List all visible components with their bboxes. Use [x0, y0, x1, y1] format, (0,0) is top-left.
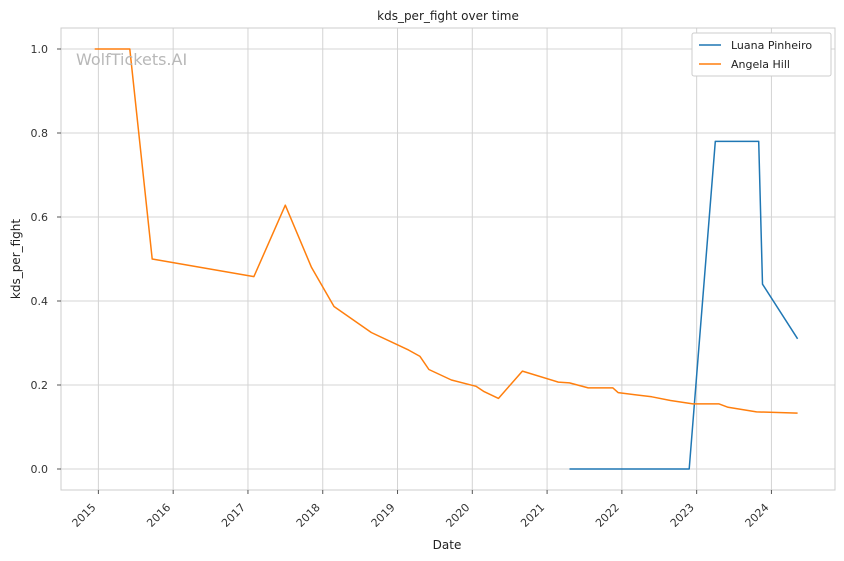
x-axis-label: Date	[433, 538, 462, 552]
legend-box	[691, 32, 832, 77]
legend: Luana Pinheiro Angela Hill	[691, 32, 832, 77]
series-layer	[94, 48, 799, 470]
y-tick-label: 0.2	[31, 379, 49, 392]
y-tick-label: 0.4	[31, 295, 49, 308]
chart-title: kds_per_fight over time	[377, 9, 519, 23]
y-axis-ticks: 0.0 0.2 0.4 0.6 0.8 1.0	[31, 43, 61, 476]
plot-frame	[60, 27, 836, 491]
y-tick-label: 0.0	[31, 463, 49, 476]
series-line-luana-pinheiro	[569, 140, 799, 470]
y-tick-label: 0.8	[31, 127, 49, 140]
y-tick-label: 0.6	[31, 211, 49, 224]
legend-label: Luana Pinheiro	[731, 39, 812, 52]
series-line-angela-hill	[94, 48, 798, 414]
legend-label: Angela Hill	[731, 58, 790, 71]
y-tick-label: 1.0	[31, 43, 49, 56]
grid	[61, 28, 835, 490]
watermark-text: WolfTickets.AI	[76, 50, 187, 69]
y-axis-label: kds_per_fight	[9, 219, 23, 300]
